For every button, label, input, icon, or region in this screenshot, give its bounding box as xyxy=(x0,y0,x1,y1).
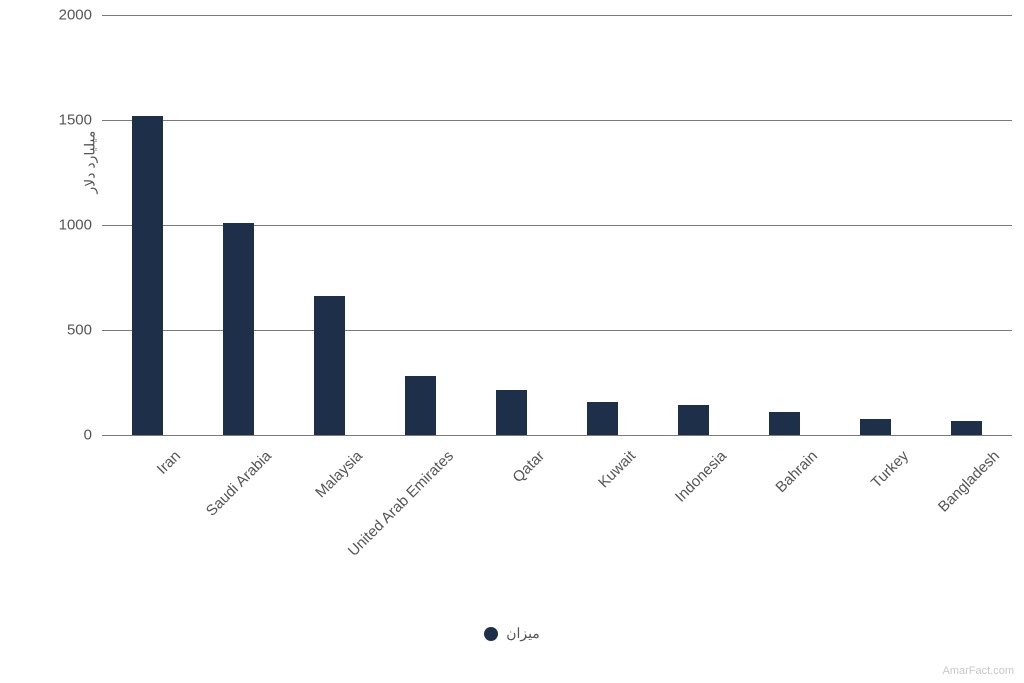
legend: میزان xyxy=(0,625,1024,646)
bar xyxy=(314,296,346,435)
bar xyxy=(587,402,619,435)
x-tick-label: Qatar xyxy=(394,447,547,600)
x-tick-label: United Arab Emirates xyxy=(303,447,456,600)
chart-container: میلیارد دلار 0500100015002000 xyxy=(72,15,1012,435)
bar xyxy=(405,376,437,435)
x-tick-label: Malaysia xyxy=(212,447,365,600)
bar xyxy=(678,405,710,435)
x-tick-label: Indonesia xyxy=(576,447,729,600)
legend-text: میزان xyxy=(506,625,540,642)
bar xyxy=(132,116,164,435)
bar xyxy=(223,223,255,435)
x-tick-label: Iran xyxy=(30,447,183,600)
bar xyxy=(496,390,528,435)
x-tick-label: Saudi Arabia xyxy=(121,447,274,600)
y-tick-label: 0 xyxy=(42,427,92,444)
x-labels-group: IranSaudi ArabiaMalaysiaUnited Arab Emir… xyxy=(102,445,1012,625)
y-tick-label: 2000 xyxy=(42,7,92,24)
y-tick-label: 1500 xyxy=(42,112,92,129)
legend-item: میزان xyxy=(484,625,540,642)
y-tick-label: 500 xyxy=(42,322,92,339)
watermark: AmarFact.com xyxy=(942,665,1014,677)
x-tick-label: Kuwait xyxy=(485,447,638,600)
bar xyxy=(860,419,892,435)
x-tick-label: Turkey xyxy=(758,447,911,600)
x-tick-label: Bangladesh xyxy=(849,447,1002,600)
x-tick-label: Bahrain xyxy=(667,447,820,600)
gridline xyxy=(102,435,1012,436)
bar xyxy=(951,421,983,435)
bars-group xyxy=(102,15,1012,435)
y-axis-label: میلیارد دلار xyxy=(82,131,99,194)
bar xyxy=(769,412,801,435)
y-tick-label: 1000 xyxy=(42,217,92,234)
legend-dot-icon xyxy=(484,627,498,641)
